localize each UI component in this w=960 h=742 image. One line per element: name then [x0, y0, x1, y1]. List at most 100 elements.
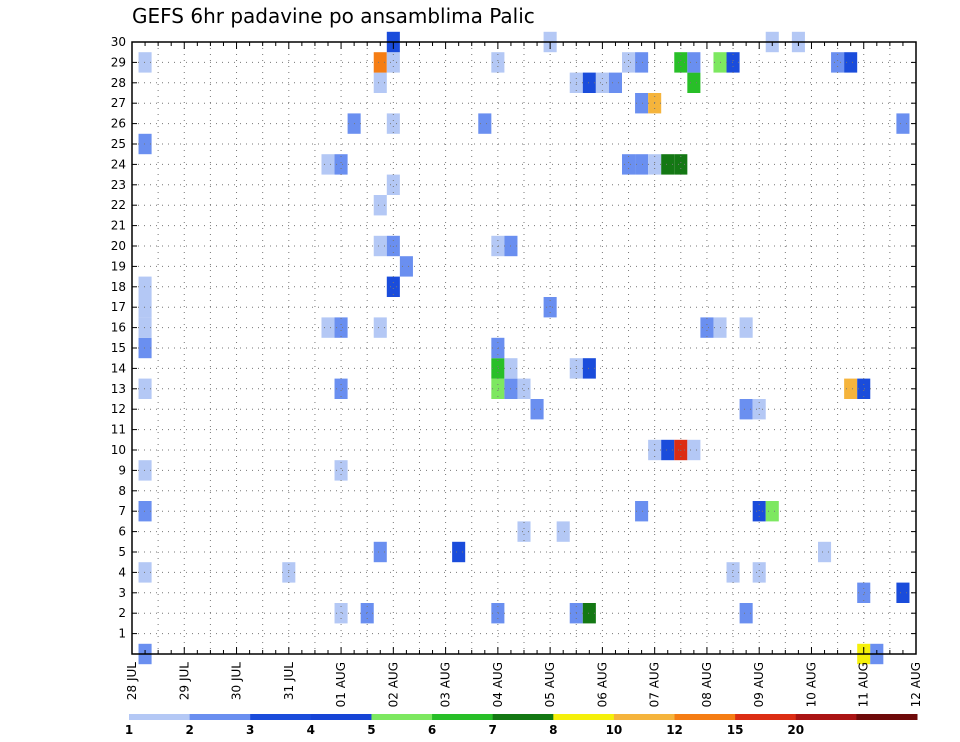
- y-tick-label: 11: [111, 423, 126, 437]
- heatmap-cell: [635, 154, 649, 175]
- colorbar-swatch: [371, 714, 433, 720]
- heatmap-cell: [857, 378, 871, 399]
- y-tick-label: 23: [111, 178, 126, 192]
- y-tick-label: 2: [118, 606, 126, 620]
- heatmap-cell: [373, 235, 387, 257]
- heatmap-cell: [321, 317, 335, 338]
- heatmap-cell: [373, 72, 387, 93]
- x-tick-label: 02 AUG: [386, 662, 400, 707]
- heatmap-cell: [138, 562, 152, 583]
- heatmap-cell: [138, 460, 152, 481]
- heatmap-cell: [386, 113, 400, 134]
- y-tick-label: 18: [111, 280, 126, 294]
- heatmap-cell: [386, 52, 400, 73]
- heatmap-cell: [334, 378, 348, 399]
- colorbar-label: 3: [246, 723, 254, 737]
- y-tick-label: 4: [118, 565, 126, 579]
- colorbar-label: 6: [428, 723, 436, 737]
- heatmap-cell: [452, 541, 466, 563]
- heatmap-cell: [661, 439, 675, 461]
- heatmap-cell: [386, 174, 400, 195]
- colorbar-label: 2: [185, 723, 193, 737]
- colorbar-swatch: [310, 714, 372, 720]
- heatmap-cell: [622, 154, 636, 175]
- x-tick-label: 10 AUG: [804, 662, 818, 707]
- heatmap-cell: [844, 378, 858, 399]
- heatmap-cell: [635, 93, 649, 114]
- heatmap-cell: [635, 501, 649, 522]
- x-tick-label: 05 AUG: [543, 662, 557, 707]
- heatmap-cell: [674, 154, 688, 175]
- x-tick-label: 12 AUG: [909, 662, 923, 707]
- heatmap-cell: [595, 72, 609, 93]
- heatmap-cell: [687, 52, 701, 73]
- y-tick-label: 29: [111, 55, 126, 69]
- heatmap-cell: [556, 521, 570, 542]
- heatmap-cell: [138, 501, 152, 522]
- heatmap-cell: [739, 603, 753, 624]
- y-tick-label: 19: [111, 259, 126, 273]
- heatmap-cell: [360, 603, 374, 624]
- heatmap-cell: [478, 113, 492, 134]
- heatmap-cell: [582, 72, 596, 93]
- chart-title: GEFS 6hr padavine po ansamblima Palic: [132, 4, 535, 28]
- heatmap-cell: [726, 52, 740, 73]
- heatmap-cell: [831, 52, 845, 73]
- heatmap-cell: [138, 317, 152, 338]
- heatmap-cell: [138, 52, 152, 73]
- y-tick-label: 28: [111, 76, 126, 90]
- x-tick-label: 03 AUG: [439, 662, 453, 707]
- heatmap-cell: [334, 154, 348, 175]
- heatmap-cell: [635, 52, 649, 73]
- heatmap-cell: [857, 582, 871, 603]
- x-tick-label: 29 JUL: [177, 662, 191, 700]
- colorbar-swatch: [492, 714, 554, 720]
- heatmap-cell: [687, 72, 701, 93]
- heatmap-cell: [739, 317, 753, 338]
- heatmap-cell: [687, 439, 701, 461]
- y-tick-label: 21: [111, 219, 126, 233]
- heatmap-cell: [373, 317, 387, 338]
- colorbar-swatch: [250, 714, 312, 720]
- heatmap-cell: [622, 52, 636, 73]
- y-tick-label: 24: [111, 157, 126, 171]
- y-tick-label: 12: [111, 402, 126, 416]
- y-tick-label: 15: [111, 341, 126, 355]
- colorbar-swatch: [613, 714, 676, 720]
- colorbar-label: 20: [787, 723, 804, 737]
- y-tick-label: 25: [111, 137, 126, 151]
- colorbar-swatch: [189, 714, 251, 720]
- heatmap-cell: [399, 256, 413, 277]
- y-tick-label: 7: [118, 504, 126, 518]
- heatmap-cell: [373, 52, 387, 73]
- x-tick-label: 28 JUL: [125, 662, 139, 700]
- y-tick-label: 13: [111, 382, 126, 396]
- y-tick-label: 3: [118, 586, 126, 600]
- heatmap-cell: [752, 399, 766, 420]
- y-tick-label: 22: [111, 198, 126, 212]
- x-tick-label: 11 AUG: [857, 662, 871, 707]
- y-tick-label: 9: [118, 463, 126, 477]
- colorbar-label: 10: [606, 723, 623, 737]
- heatmap-cell: [844, 52, 858, 73]
- y-tick-label: 6: [118, 525, 126, 539]
- colorbar-swatch: [553, 714, 615, 720]
- y-tick-label: 30: [111, 35, 126, 49]
- heatmap-cell: [321, 154, 335, 175]
- x-tick-label: 01 AUG: [334, 662, 348, 707]
- heatmap-cell: [373, 195, 387, 216]
- x-axis: 28 JUL 29 JUL 30 JUL 31 JUL 01 AUG 02 AUG 03 A…: [125, 42, 923, 707]
- colorbar-label: 15: [727, 723, 744, 737]
- heatmap-cell: [582, 603, 596, 624]
- heatmap-cell: [491, 603, 505, 624]
- heatmap-cell: [386, 276, 400, 297]
- colorbar-swatch: [674, 714, 736, 720]
- colorbar-swatch: [432, 714, 494, 720]
- heatmap-cell: [700, 317, 714, 338]
- heatmap-cell: [818, 541, 832, 563]
- x-tick-label: 08 AUG: [700, 662, 714, 707]
- heatmap-cell: [752, 562, 766, 583]
- heatmap-cell: [334, 317, 348, 338]
- x-tick-label: 09 AUG: [752, 662, 766, 707]
- heatmap-cell: [896, 113, 910, 134]
